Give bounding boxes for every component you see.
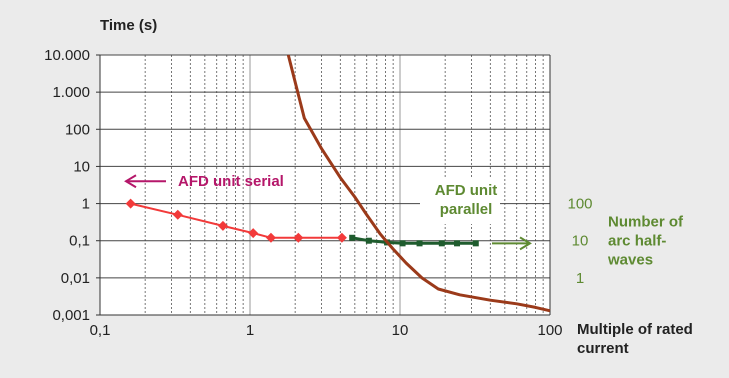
annotation-label-parallel: AFD unit parallel <box>435 182 497 218</box>
axes <box>96 54 551 316</box>
secondary-axis-title: Number of arc half-waves <box>607 214 684 269</box>
data-point-square <box>349 234 356 241</box>
y-axis-title: Time (s) <box>100 17 157 34</box>
data-point-square <box>454 240 461 247</box>
data-point-diamond <box>265 232 276 243</box>
x-tick-label: 10 <box>392 322 409 339</box>
data-point-diamond <box>248 228 259 239</box>
annotation-arrowhead-parallel <box>519 236 532 251</box>
data-point-diamond <box>172 209 183 220</box>
secondary-tick-label: 1 <box>576 270 584 287</box>
data-series <box>125 54 551 313</box>
x-tick-label: 1 <box>246 322 254 339</box>
secondary-tick-label: 10 <box>572 233 589 250</box>
y-tick-label: 0,001 <box>52 307 90 324</box>
annotation-arrowhead-serial <box>124 174 137 189</box>
data-point-square <box>472 240 479 247</box>
annotation-bg-parallel <box>420 178 500 224</box>
grid <box>100 54 550 315</box>
data-point-square <box>416 240 423 247</box>
data-point-diamond <box>217 220 228 231</box>
annotation-label-serial: AFD unit serial <box>178 173 284 190</box>
y-tick-label: 100 <box>65 121 90 138</box>
x-axis-title: Multiple of rated current <box>577 321 693 357</box>
x-tick-label: 0,1 <box>90 322 111 339</box>
x-tick-label: 100 <box>537 322 562 339</box>
data-point-square <box>365 237 372 244</box>
y-tick-label: 1 <box>82 196 90 213</box>
tick-labels: 0,001 0,01 0,1 1 10 100 1.000 10.000 0,1 1 10 100 10… <box>44 47 592 339</box>
data-point-square <box>438 240 445 247</box>
y-tick-label: 1.000 <box>52 84 90 101</box>
secondary-tick-label: 100 <box>567 196 592 213</box>
data-point-diamond <box>125 198 136 209</box>
annotations: AFD unit serial AFD unit parallel <box>124 173 532 251</box>
data-point-diamond <box>293 232 304 243</box>
y-tick-label: 0,1 <box>69 233 90 250</box>
y-tick-label: 10.000 <box>44 47 90 64</box>
data-point-diamond <box>336 232 347 243</box>
series-line-2 <box>286 54 551 313</box>
y-tick-label: 0,01 <box>61 270 90 287</box>
data-point-square <box>399 240 406 247</box>
y-tick-label: 10 <box>73 158 90 175</box>
